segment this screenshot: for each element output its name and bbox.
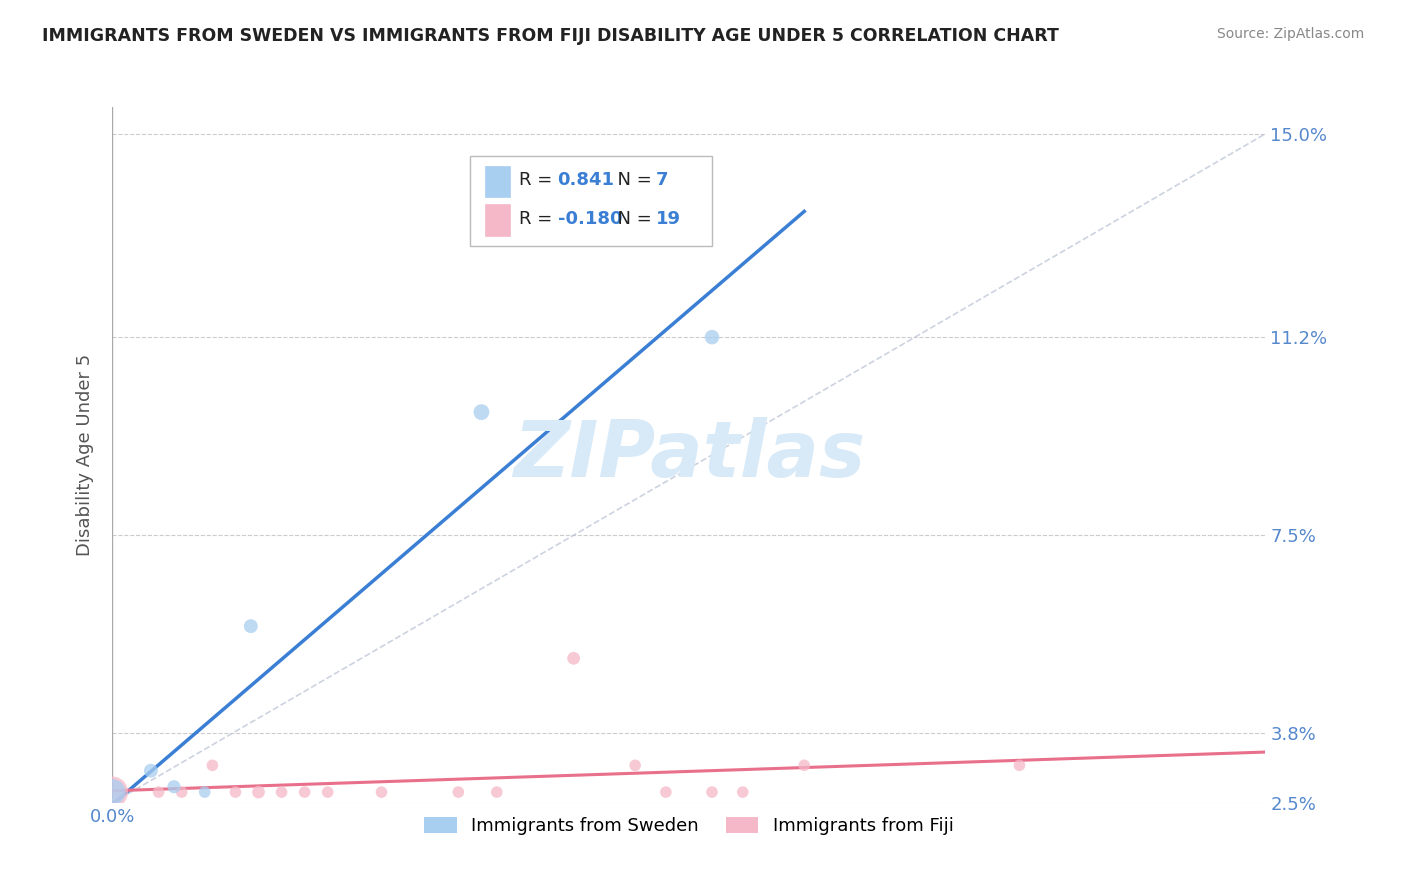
Point: [101, 785, 124, 799]
Bar: [485, 204, 510, 235]
Point: [485, 785, 508, 799]
Point: [793, 758, 815, 772]
Point: [447, 785, 470, 799]
Text: 19: 19: [655, 210, 681, 227]
Point: [224, 785, 246, 799]
Point: [139, 764, 162, 778]
Text: N =: N =: [606, 171, 658, 189]
Text: R =: R =: [519, 210, 558, 227]
Point: [101, 785, 124, 799]
Point: [370, 785, 392, 799]
Point: [247, 785, 270, 799]
Point: [700, 330, 723, 344]
Point: [316, 785, 339, 799]
Bar: [485, 166, 510, 197]
Point: [148, 785, 170, 799]
Point: [239, 619, 262, 633]
Text: N =: N =: [606, 210, 658, 227]
Point: [1008, 758, 1031, 772]
Point: [700, 785, 723, 799]
Point: [270, 785, 292, 799]
Legend: Immigrants from Sweden, Immigrants from Fiji: Immigrants from Sweden, Immigrants from …: [418, 810, 960, 842]
Point: [163, 780, 186, 794]
Text: 0.841: 0.841: [558, 171, 614, 189]
Point: [201, 758, 224, 772]
Point: [562, 651, 585, 665]
Point: [194, 785, 217, 799]
Point: [655, 785, 678, 799]
Text: -0.180: -0.180: [558, 210, 621, 227]
Point: [731, 785, 754, 799]
Point: [170, 785, 193, 799]
Y-axis label: Disability Age Under 5: Disability Age Under 5: [76, 354, 94, 556]
Text: R =: R =: [519, 171, 558, 189]
Point: [470, 405, 492, 419]
Text: IMMIGRANTS FROM SWEDEN VS IMMIGRANTS FROM FIJI DISABILITY AGE UNDER 5 CORRELATIO: IMMIGRANTS FROM SWEDEN VS IMMIGRANTS FRO…: [42, 27, 1059, 45]
Text: ZIPatlas: ZIPatlas: [513, 417, 865, 493]
Text: Source: ZipAtlas.com: Source: ZipAtlas.com: [1216, 27, 1364, 41]
Point: [624, 758, 647, 772]
Point: [294, 785, 316, 799]
Text: 7: 7: [655, 171, 668, 189]
